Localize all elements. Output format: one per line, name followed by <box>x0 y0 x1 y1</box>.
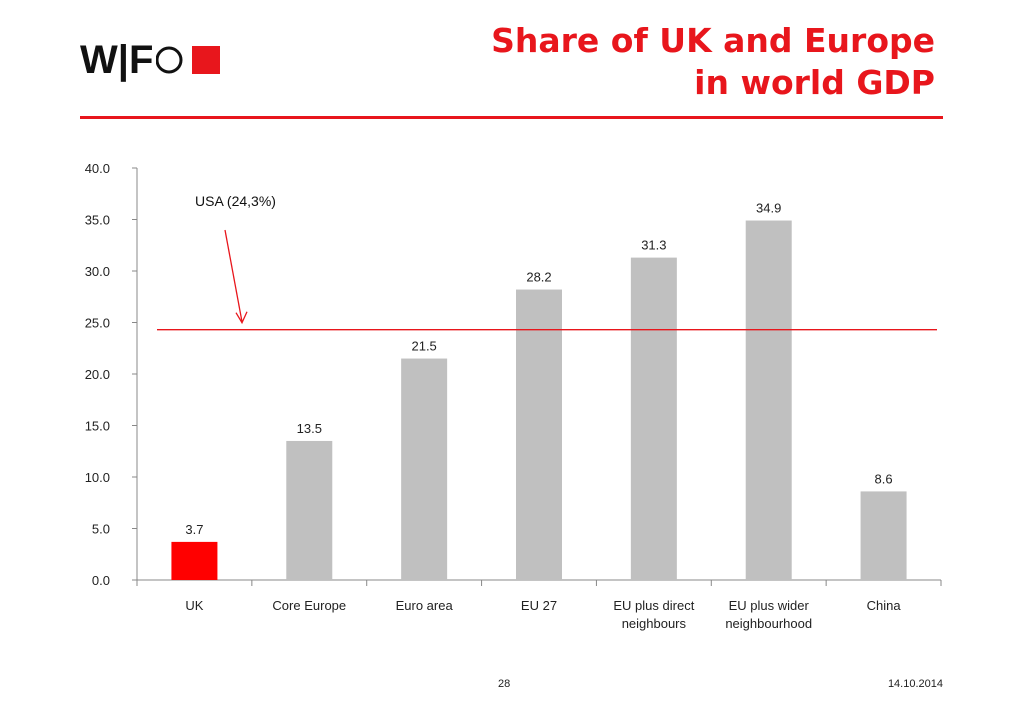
x-tick-label: EU plus direct <box>613 598 694 613</box>
data-label: 34.9 <box>756 201 781 216</box>
x-tick-label: EU 27 <box>521 598 557 613</box>
usa-reference-label: USA (24,3%) <box>195 193 276 209</box>
footer-date: 14.10.2014 <box>887 678 943 690</box>
title-line-2: in world GDP <box>694 63 935 102</box>
bar-eu-27 <box>516 289 562 580</box>
bar-eu-plus-wider-neighbourhood <box>745 220 792 580</box>
title-line-1: Share of UK and Europe <box>491 21 935 60</box>
logo-shapes <box>156 46 220 74</box>
logo-circle <box>156 46 183 74</box>
y-tick-label: 35.0 <box>85 213 110 228</box>
x-tick-label: China <box>867 598 902 613</box>
annotation-arrow-shaft <box>224 229 243 322</box>
y-tick-label: 20.0 <box>85 367 110 382</box>
x-tick-label: neighbours <box>622 616 687 631</box>
bar-china <box>860 491 907 580</box>
data-label: 28.2 <box>526 270 551 285</box>
x-tick-label: Core Europe <box>272 598 346 613</box>
wifo-logo: W|F <box>80 38 220 82</box>
bar-core-europe <box>286 440 333 580</box>
slide-title: Share of UK and Europe in world GDP <box>491 20 935 104</box>
x-tick-label: neighbourhood <box>725 616 812 631</box>
bar-euro-area <box>401 358 448 580</box>
y-tick-label: 15.0 <box>85 419 110 434</box>
data-label: 31.3 <box>641 238 666 253</box>
y-tick-label: 0.0 <box>92 573 110 588</box>
page-number: 28 <box>498 678 511 690</box>
y-tick-label: 10.0 <box>85 470 110 485</box>
logo-square <box>192 46 220 74</box>
y-tick-label: 30.0 <box>85 264 110 279</box>
data-label: 8.6 <box>875 471 893 486</box>
bar-uk <box>171 541 218 580</box>
y-tick-label: 25.0 <box>85 316 110 331</box>
data-label: 21.5 <box>411 339 436 354</box>
data-label: 13.5 <box>297 421 322 436</box>
data-label: 3.7 <box>185 522 203 537</box>
x-tick-label: Euro area <box>396 598 454 613</box>
title-divider <box>80 116 943 119</box>
y-tick-label: 5.0 <box>92 522 110 537</box>
annotation-arrow-head <box>235 311 248 325</box>
x-tick-label: UK <box>185 598 203 613</box>
x-tick-label: EU plus wider <box>729 598 810 613</box>
logo-text: W|F <box>80 38 154 82</box>
y-tick-label: 40.0 <box>85 161 110 176</box>
bar-eu-plus-direct-neighbours <box>630 257 677 580</box>
